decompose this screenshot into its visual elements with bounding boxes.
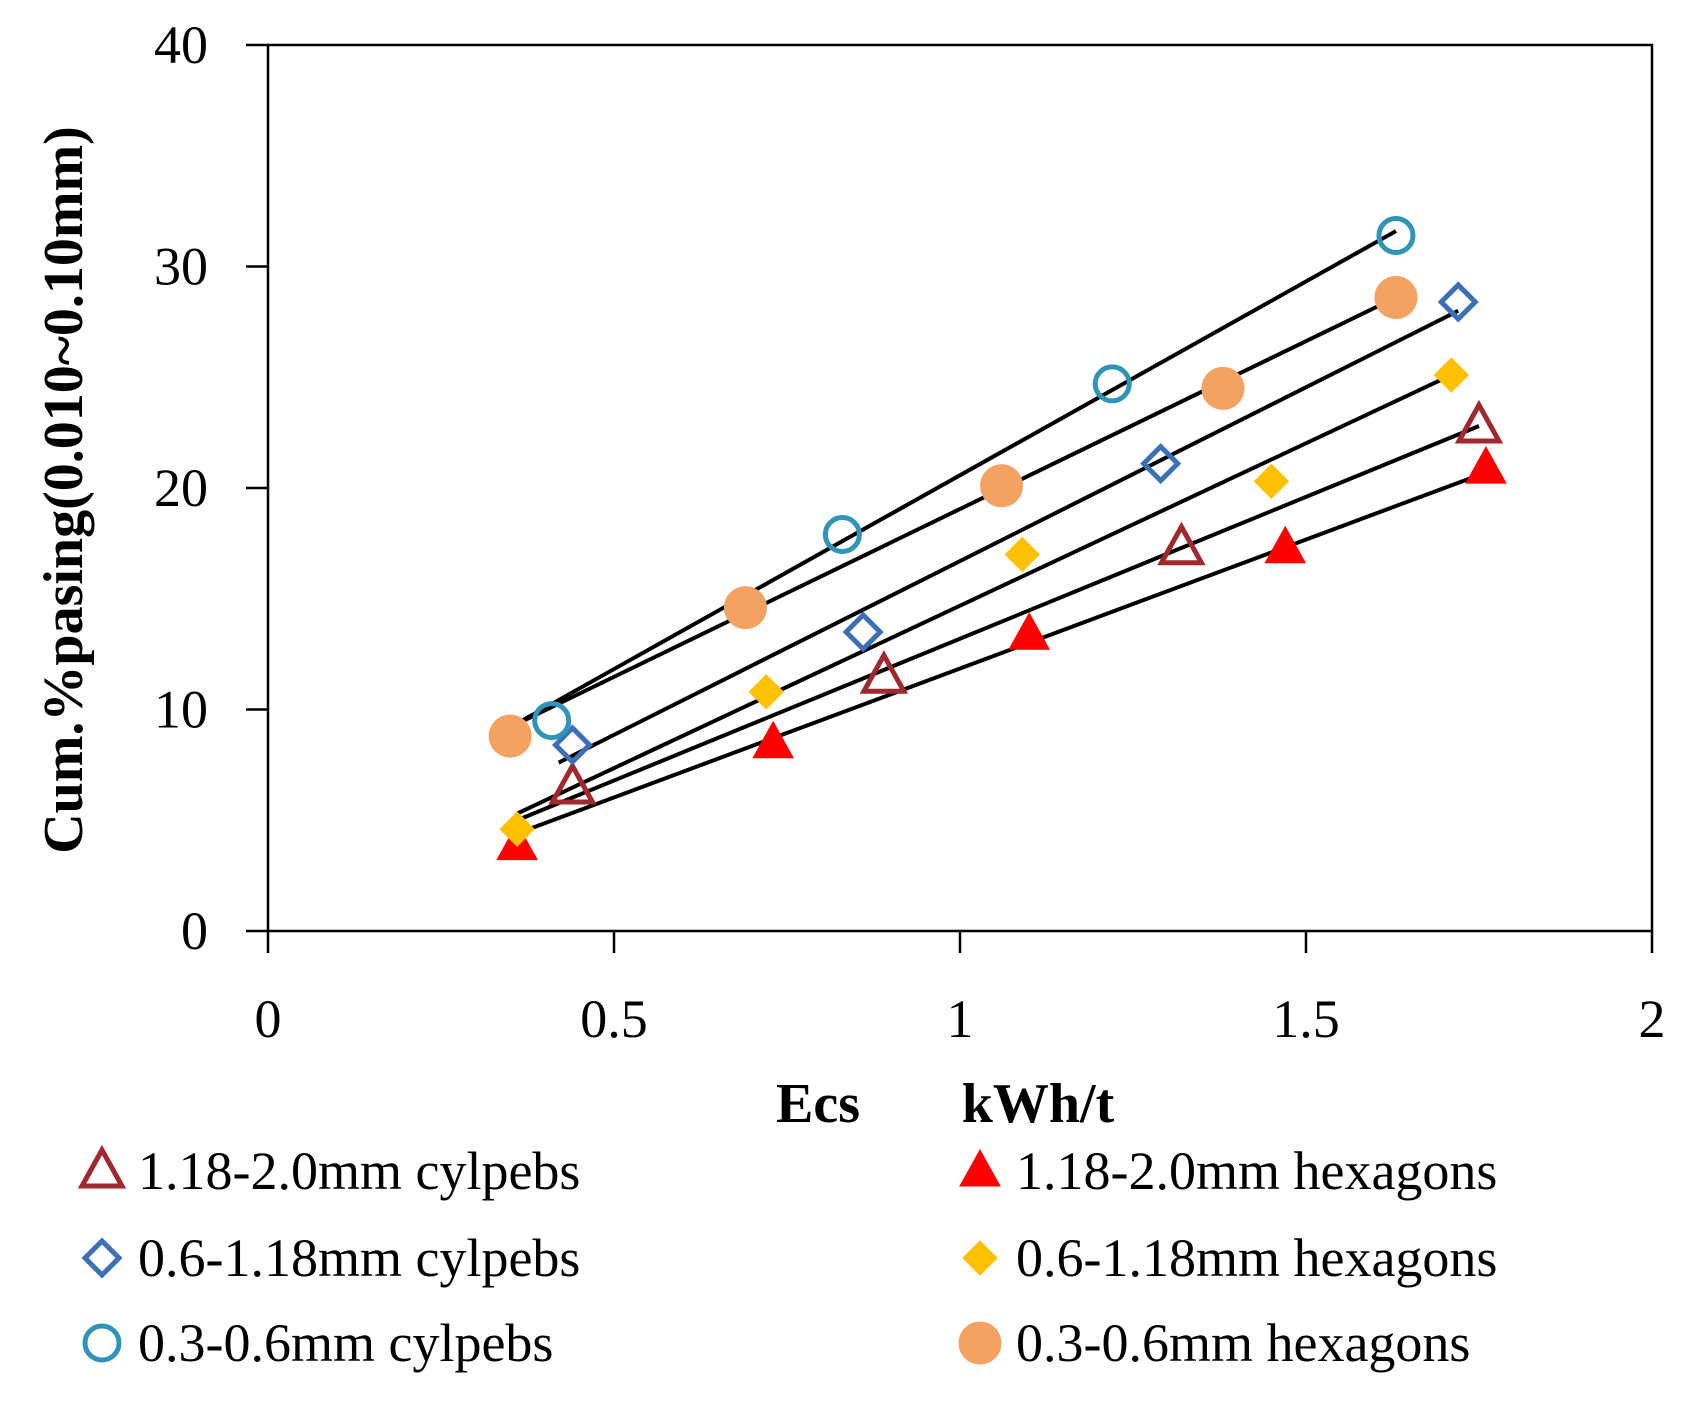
x-axis-title-quantity: Ecs xyxy=(776,1073,860,1135)
y-tick-label: 0 xyxy=(181,901,208,961)
data-point xyxy=(822,515,862,555)
data-point xyxy=(1004,536,1040,573)
data-point xyxy=(1374,276,1418,320)
data-point xyxy=(1454,399,1504,444)
data-point xyxy=(1465,446,1507,484)
y-axis-title: Cum.%pasing(0.010~0.10mm) xyxy=(33,126,95,854)
data-point xyxy=(488,714,532,758)
trend-line xyxy=(516,373,1453,816)
legend-marker xyxy=(81,1237,123,1279)
data-point xyxy=(1092,364,1132,404)
data-point xyxy=(1201,366,1245,410)
data-point xyxy=(1264,525,1307,564)
y-tick-label: 10 xyxy=(154,680,208,740)
y-tick-label: 30 xyxy=(154,237,208,297)
x-axis-title-unit: kWh/t xyxy=(962,1073,1115,1135)
data-point xyxy=(748,674,784,710)
data-point xyxy=(980,464,1024,508)
trend-line xyxy=(509,229,1397,729)
data-point xyxy=(499,811,535,847)
legend-marker xyxy=(958,1321,1002,1365)
data-point xyxy=(1253,463,1290,500)
trend-line xyxy=(557,309,1460,765)
x-tick-label: 0 xyxy=(255,989,282,1049)
legend-label: 0.3-0.6mm hexagons xyxy=(1016,1313,1470,1373)
legend-label: 0.6-1.18mm cylpebs xyxy=(138,1228,580,1288)
data-point xyxy=(1376,215,1416,255)
data-point xyxy=(842,611,884,653)
legend-marker xyxy=(959,1148,1001,1187)
data-point xyxy=(1140,443,1182,485)
y-tick-label: 40 xyxy=(154,15,208,75)
legend-label: 1.18-2.0mm hexagons xyxy=(1016,1141,1497,1201)
legend-label: 0.3-0.6mm cylpebs xyxy=(138,1313,553,1373)
data-point xyxy=(1437,281,1479,323)
y-axis-ticks: 0 10 20 30 40 xyxy=(154,15,268,961)
x-tick-label: 1 xyxy=(947,989,974,1049)
x-tick-label: 2 xyxy=(1639,989,1666,1049)
plot-area xyxy=(266,43,1654,933)
legend: 1.18-2.0mm cylpebs 1.18-2.0mm hexagons 0.6… xyxy=(77,1141,1497,1373)
data-point xyxy=(1008,612,1051,650)
x-tick-label: 1.5 xyxy=(1272,989,1340,1049)
data-points xyxy=(488,215,1507,861)
data-point xyxy=(859,650,909,694)
x-axis-ticks: 0 0.5 1 1.5 2 xyxy=(255,931,1666,1049)
data-point xyxy=(548,760,597,805)
legend-marker xyxy=(962,1240,998,1276)
trend-line xyxy=(516,424,1480,823)
data-point xyxy=(723,586,767,630)
legend-label: 0.6-1.18mm hexagons xyxy=(1016,1228,1497,1288)
legend-marker xyxy=(77,1144,127,1189)
trend-line xyxy=(509,295,1397,730)
data-point xyxy=(1157,521,1206,566)
y-tick-label: 20 xyxy=(154,458,208,518)
legend-label: 1.18-2.0mm cylpebs xyxy=(138,1141,580,1201)
data-point xyxy=(532,701,572,741)
x-tick-label: 0.5 xyxy=(580,989,648,1049)
legend-marker xyxy=(82,1323,122,1363)
trend-lines xyxy=(509,229,1487,836)
data-point xyxy=(752,720,795,759)
trend-line xyxy=(516,470,1487,836)
data-point xyxy=(1433,357,1470,393)
data-point xyxy=(551,724,594,766)
